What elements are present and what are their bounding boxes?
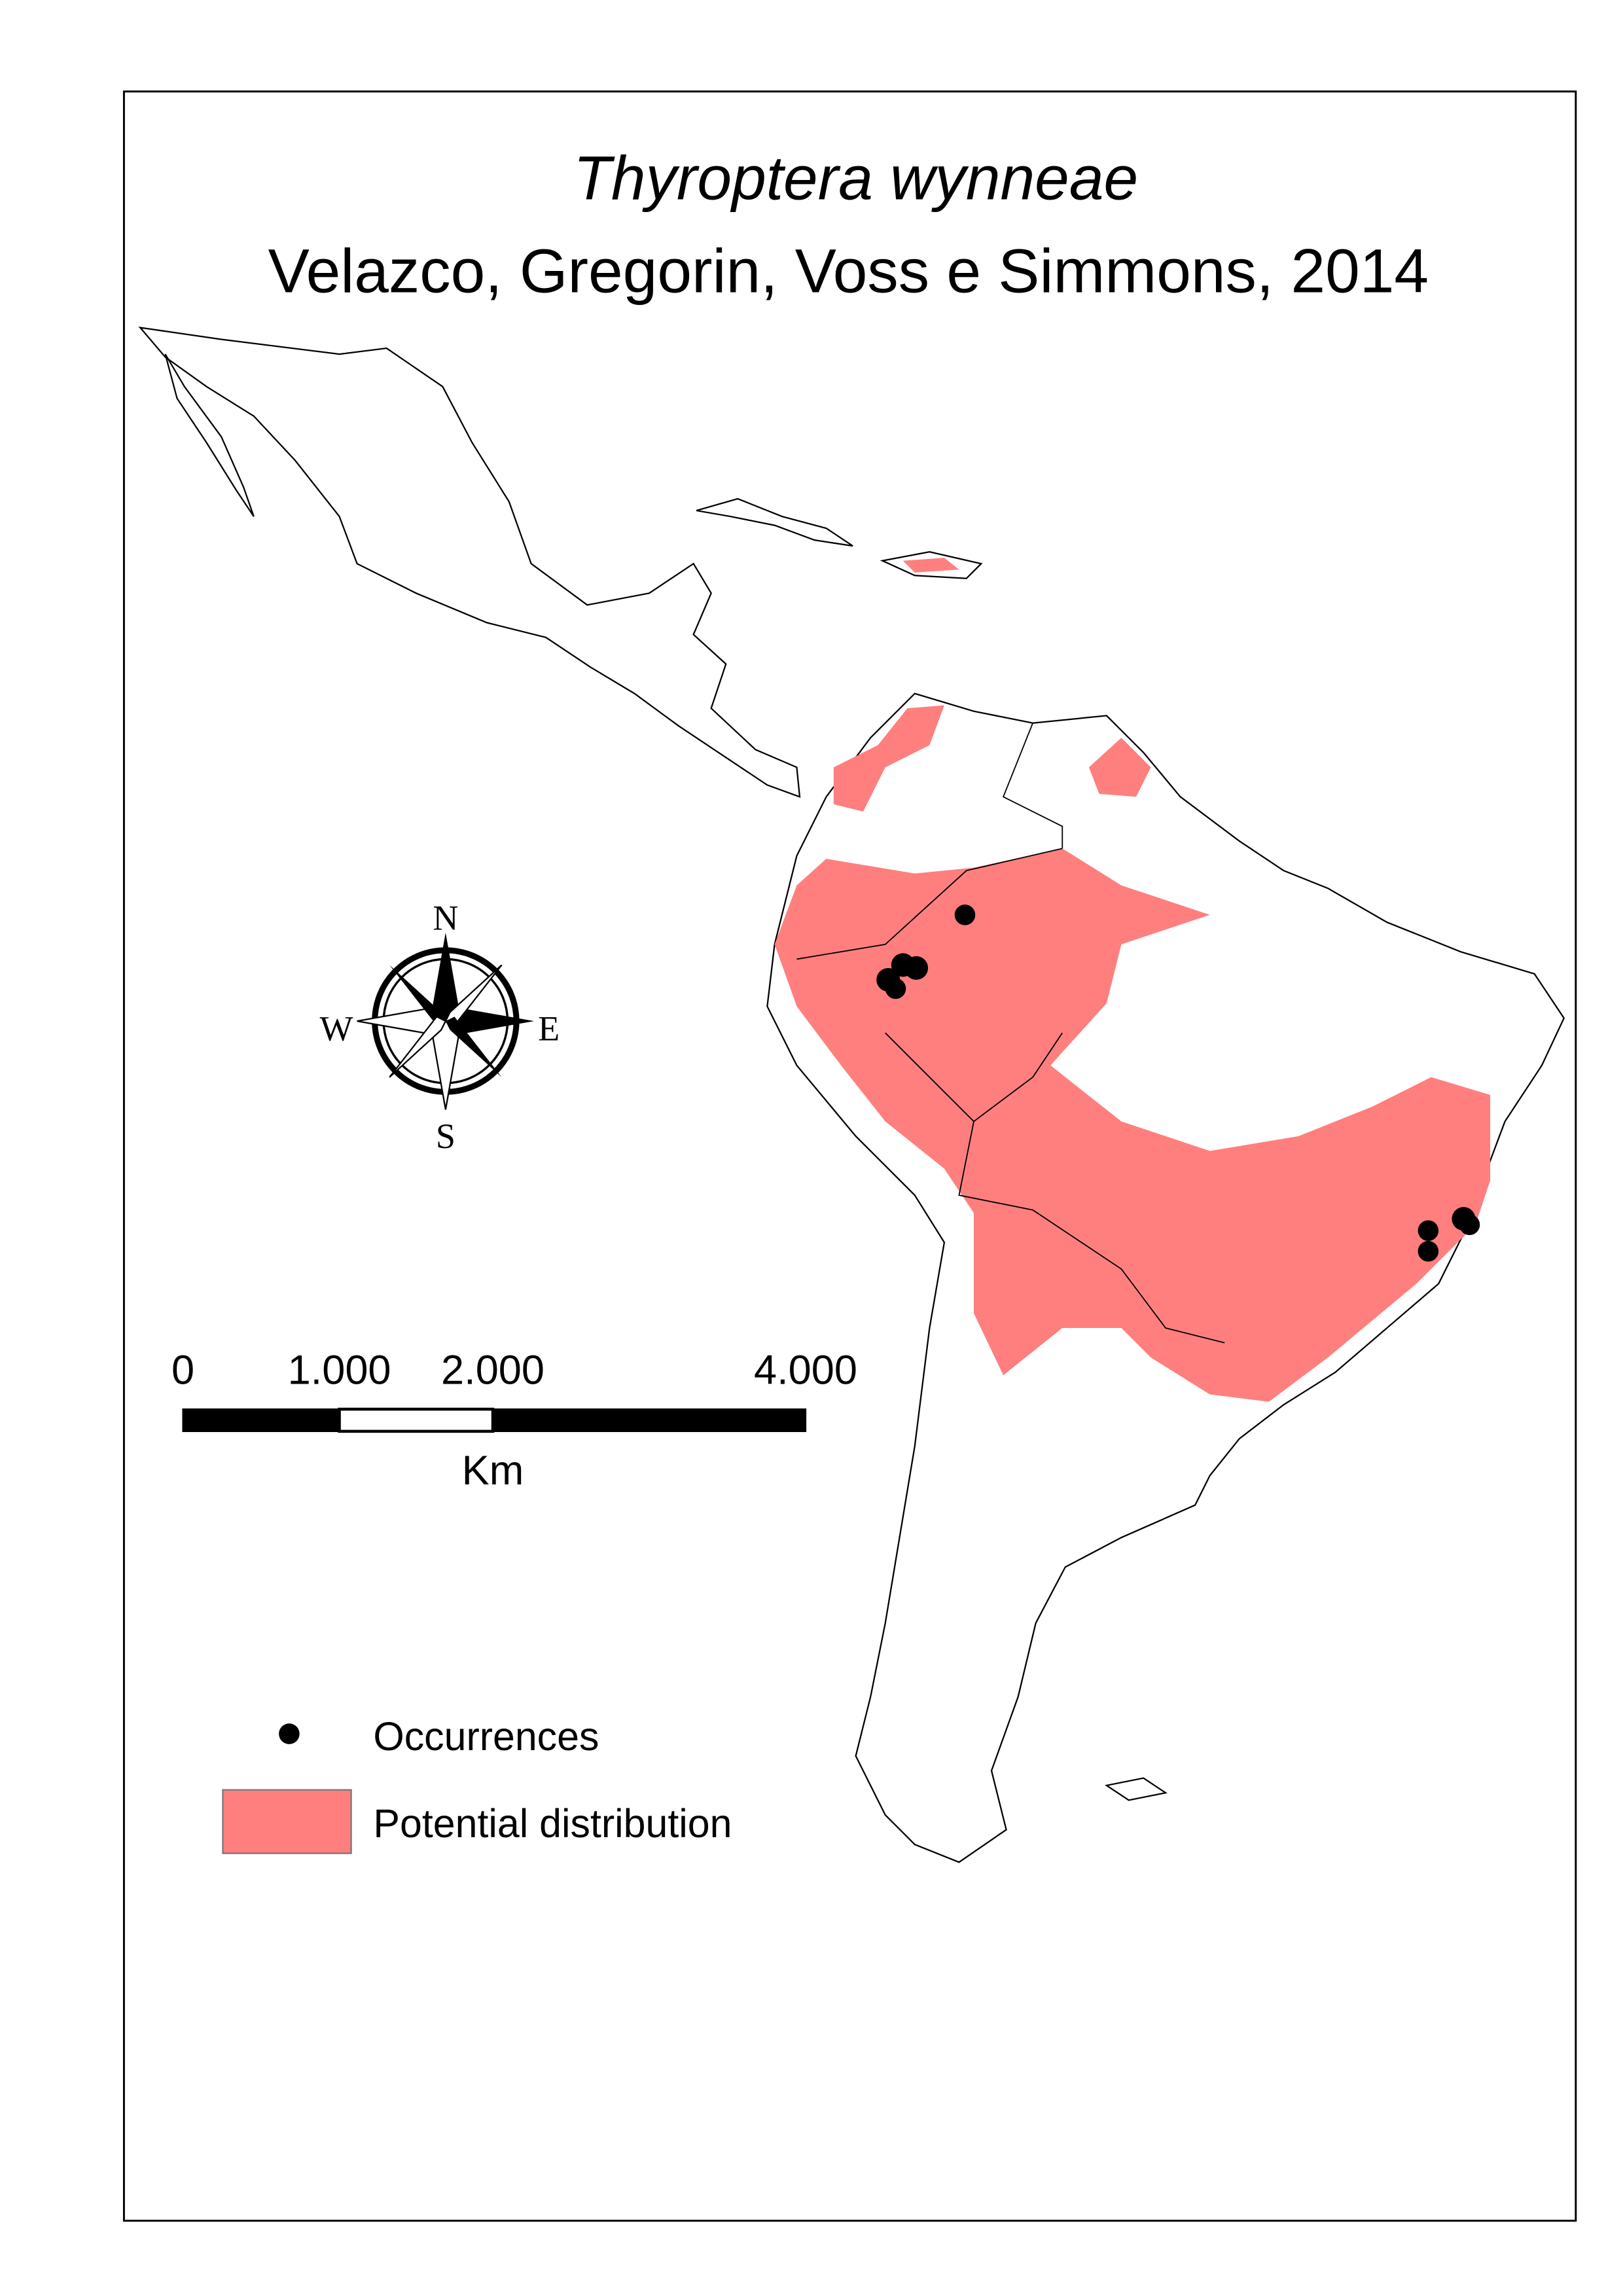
scale-label: 4.000 xyxy=(754,1348,857,1393)
distribution-north xyxy=(833,705,944,812)
occurrence-point xyxy=(954,905,976,925)
scale-label: 0 xyxy=(171,1348,194,1393)
legend-label: Occurrences xyxy=(373,1714,599,1759)
scale-label: 2.000 xyxy=(441,1348,544,1393)
compass-east: E xyxy=(538,1009,560,1048)
occurrence-point xyxy=(1459,1214,1480,1236)
title: Thyroptera wynneae xyxy=(573,143,1138,213)
distribution-guiana xyxy=(1088,738,1151,797)
compass-rose: N S W E xyxy=(320,898,560,1156)
baja xyxy=(164,353,255,517)
legend-symbol xyxy=(279,1723,300,1744)
mexico-central-america xyxy=(138,326,801,798)
distribution-caribbean xyxy=(902,558,959,573)
occurrence-point xyxy=(904,956,929,980)
scale-bar: 0 1.000 2.000 4.000 Km xyxy=(171,1348,857,1494)
legend-label: Potential distribution xyxy=(373,1801,732,1846)
scale-unit: Km xyxy=(462,1448,524,1494)
compass-north: N xyxy=(433,898,458,937)
occurrence-point xyxy=(1418,1220,1439,1242)
cuba xyxy=(696,497,853,547)
falklands xyxy=(1105,1777,1168,1801)
compass-west: W xyxy=(320,1009,353,1048)
borders xyxy=(796,723,1225,1344)
compass-south: S xyxy=(436,1117,455,1156)
occurrence-point xyxy=(885,978,906,999)
occurrences xyxy=(876,905,1480,1262)
legend-symbol xyxy=(222,1789,352,1854)
scale-label: 1.000 xyxy=(288,1348,391,1393)
legend: Occurrences Potential distribution xyxy=(222,1714,732,1854)
subtitle: Velazco, Gregorin, Voss e Simmons, 2014 xyxy=(268,236,1429,306)
occurrence-point xyxy=(1418,1241,1439,1262)
